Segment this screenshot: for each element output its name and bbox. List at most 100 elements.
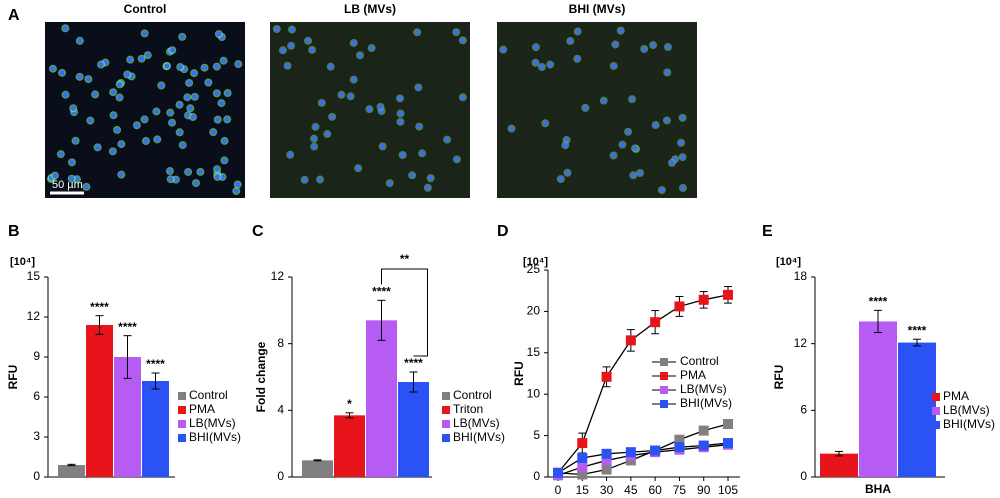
nucleus [52, 173, 58, 179]
nucleus [305, 38, 311, 44]
nucleus [70, 105, 76, 111]
nucleus [154, 136, 160, 143]
marker [577, 462, 588, 473]
nucleus [355, 165, 361, 171]
unit-label: [10⁴] [10, 256, 35, 268]
nucleus [574, 56, 580, 62]
legend-label: LB(MVs) [189, 416, 236, 430]
nucleus [611, 63, 617, 69]
y-tick-label: 0 [277, 469, 284, 483]
nucleus [539, 64, 545, 70]
nucleus [625, 129, 631, 135]
nucleus [319, 100, 325, 106]
legend-swatch [660, 372, 668, 380]
bar [334, 415, 365, 477]
y-tick-label: 0 [533, 469, 540, 483]
nucleus [214, 166, 220, 172]
significance: **** [146, 357, 165, 371]
nucleus [317, 176, 323, 183]
nucleus [50, 66, 56, 72]
nucleus [416, 123, 422, 130]
y-tick-label: 12 [794, 336, 808, 350]
y-axis-label: RFU [512, 361, 526, 386]
nucleus [366, 106, 373, 112]
marker [723, 289, 733, 300]
x-tick-label: 105 [718, 483, 738, 497]
bar [398, 382, 429, 477]
nucleus [419, 150, 425, 156]
legend-swatch [442, 406, 450, 414]
nucleus [567, 38, 573, 44]
nucleus [659, 187, 665, 193]
bar [142, 381, 169, 477]
nucleus [612, 41, 618, 48]
nucleus [197, 169, 204, 175]
legend-label: PMA [680, 368, 706, 382]
nucleus [428, 175, 434, 181]
nucleus [397, 119, 404, 125]
marker [698, 294, 709, 305]
y-tick-label: 0 [33, 469, 40, 483]
nucleus [190, 114, 196, 120]
legend-label: Triton [453, 402, 483, 416]
nucleus [619, 142, 626, 148]
nucleus [176, 102, 183, 108]
panel-label: B [8, 223, 20, 240]
marker [698, 425, 709, 436]
y-axis-label: Fold change [254, 341, 268, 412]
unit-label: [10⁴] [523, 256, 548, 268]
image-title: BHI (MVs) [569, 2, 626, 16]
nucleus [141, 116, 148, 123]
marker [650, 445, 661, 456]
marker [723, 419, 733, 430]
nucleus [679, 115, 686, 121]
nucleus [678, 140, 684, 146]
legend-swatch [178, 392, 186, 400]
marker [674, 301, 685, 312]
nucleus [95, 144, 101, 150]
nucleus [177, 129, 183, 135]
legend-label: BHI(MVs) [189, 430, 241, 444]
significance: **** [90, 300, 109, 314]
nucleus [679, 154, 686, 160]
nucleus [508, 125, 515, 132]
nucleus [221, 138, 228, 144]
y-tick-label: 12 [271, 269, 285, 283]
nucleus [564, 170, 571, 176]
nucleus [77, 74, 83, 80]
significance: **** [404, 356, 423, 370]
y-tick-label: 20 [527, 304, 541, 318]
y-tick-label: 15 [527, 345, 541, 359]
nucleus [180, 142, 186, 148]
legend-label: PMA [189, 402, 215, 416]
nucleus [186, 80, 192, 86]
legend-label: Control [680, 354, 719, 368]
nucleus [632, 145, 638, 151]
nucleus [224, 116, 230, 123]
nucleus [85, 76, 91, 82]
nucleus [143, 138, 149, 144]
nucleus [288, 43, 294, 49]
legend-swatch [442, 434, 450, 442]
nucleus [87, 117, 93, 124]
legend-swatch [932, 421, 940, 429]
x-tick-label: 90 [697, 483, 711, 497]
nucleus [665, 44, 671, 50]
nucleus [380, 143, 386, 149]
nucleus [110, 89, 116, 95]
micrograph [497, 22, 697, 198]
nucleus [215, 117, 221, 123]
nucleus [69, 176, 75, 182]
marker [577, 438, 588, 449]
nucleus [453, 29, 459, 35]
nucleus [205, 79, 211, 86]
nucleus [575, 28, 581, 35]
legend-swatch [932, 393, 940, 401]
nucleus [641, 46, 647, 52]
nucleus [289, 26, 295, 33]
legend-label: LB(MVs) [943, 403, 990, 417]
nucleus [221, 157, 228, 164]
image-title: LB (MVs) [344, 2, 396, 16]
legend-swatch [178, 406, 186, 414]
